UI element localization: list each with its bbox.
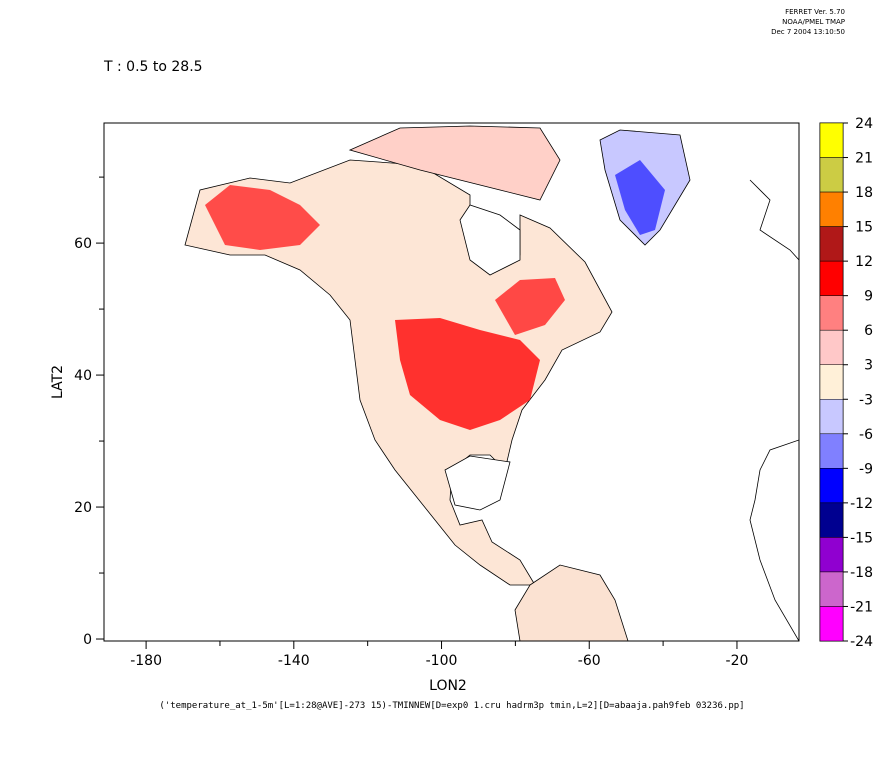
software: FERRET Ver. 5.70 <box>785 8 845 16</box>
y-tick-label: 40 <box>74 368 92 384</box>
colorbar-label: -3 <box>859 392 873 408</box>
colorbar-bin <box>819 468 844 504</box>
coast-europe <box>749 179 799 261</box>
colorbar-bin <box>819 537 844 573</box>
colorbar-label: -24 <box>850 634 873 650</box>
y-axis-label: LAT2 <box>50 365 66 399</box>
greenland-cold <box>615 160 665 235</box>
colorbar-label: -21 <box>850 599 873 615</box>
org: NOAA/PMEL TMAP <box>782 18 845 26</box>
x-tick-label: -60 <box>578 653 601 669</box>
colorbar-bin <box>819 364 844 400</box>
gulf-of-mexico <box>444 455 511 511</box>
colorbar-label: 9 <box>864 289 873 305</box>
colorbar-label: 21 <box>855 151 873 167</box>
map <box>184 125 799 641</box>
land-south-america <box>514 564 629 641</box>
x-tick-label: -100 <box>426 653 458 669</box>
colorbar-bin <box>819 260 844 296</box>
colorbar-bin <box>819 191 844 227</box>
x-tick-label: -140 <box>278 653 310 669</box>
y-tick-label: 60 <box>74 236 92 252</box>
colorbar-bin <box>819 226 844 262</box>
colorbar-label: 3 <box>864 358 873 374</box>
chart-title: T : 0.5 to 28.5 <box>103 59 203 75</box>
colorbar-bin <box>819 399 844 435</box>
colorbar-label: -6 <box>859 427 873 443</box>
plot-frame <box>103 122 800 642</box>
colorbar-bin <box>819 157 844 193</box>
colorbar-bin <box>819 571 844 607</box>
colorbar-label: 24 <box>855 116 873 132</box>
land-arctic <box>348 125 561 201</box>
hudson-bay <box>459 204 521 276</box>
colorbar-label: 6 <box>864 323 873 339</box>
y-tick-label: 20 <box>74 500 92 516</box>
colorbar-bin <box>819 329 844 365</box>
x-tick-label: -180 <box>130 653 162 669</box>
colorbar-label: 18 <box>855 185 873 201</box>
x-tick-label: -20 <box>726 653 749 669</box>
colorbar-label: -18 <box>850 565 873 581</box>
caption: ('temperature_at_1-5m'[L=1:28@AVE]-273 1… <box>159 701 744 711</box>
warm-alaska <box>205 185 320 250</box>
colorbar-label: 12 <box>855 254 873 270</box>
colorbar-label: -15 <box>850 530 873 546</box>
timestamp: Dec 7 2004 13:10:50 <box>771 28 845 36</box>
coast-old-world <box>749 439 799 641</box>
colorbar-bin <box>819 606 844 642</box>
warm-quebec <box>495 278 565 335</box>
colorbar-label: -12 <box>850 496 873 512</box>
colorbar-label: 15 <box>855 220 873 236</box>
x-axis-label: LON2 <box>429 678 467 694</box>
colorbar-bin <box>819 122 844 158</box>
y-tick-label: 0 <box>83 632 92 648</box>
colorbar-bin <box>819 502 844 538</box>
colorbar-bin <box>819 433 844 469</box>
warm-midwest <box>395 318 540 430</box>
colorbar-bin <box>819 295 844 331</box>
colorbar-label: -9 <box>859 461 873 477</box>
